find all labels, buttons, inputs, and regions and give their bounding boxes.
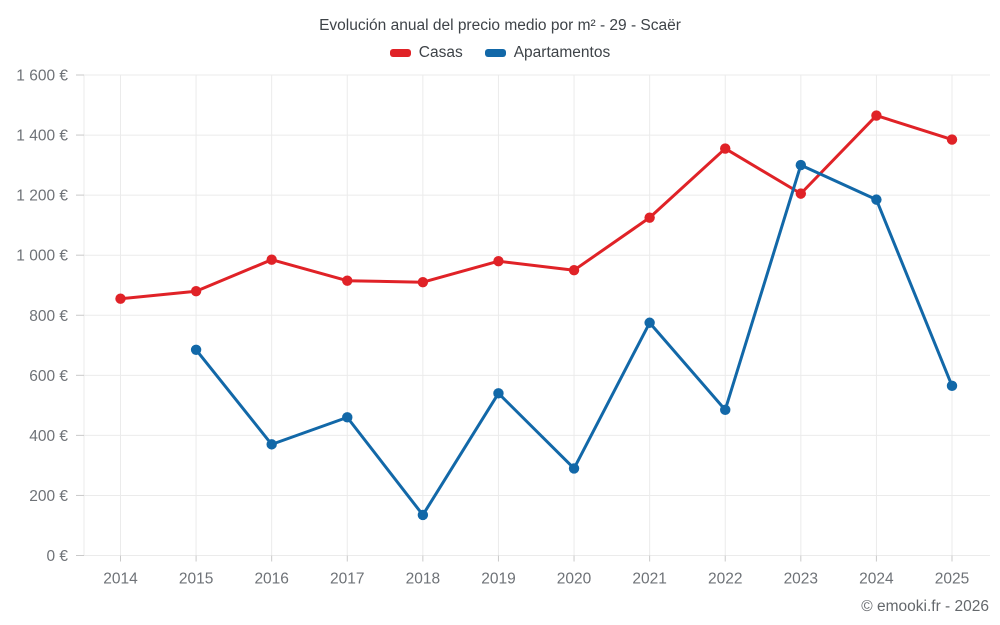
data-point-casas-2014[interactable] [115, 293, 126, 304]
x-tick-label: 2020 [557, 571, 592, 588]
x-tick-label: 2016 [254, 571, 288, 588]
y-tick-label: 200 € [29, 488, 68, 505]
y-tick-label: 400 € [29, 428, 68, 445]
x-tick-label: 2023 [784, 571, 818, 588]
data-point-casas-2018[interactable] [417, 277, 429, 288]
data-point-casas-2021[interactable] [644, 212, 655, 223]
data-point-apartamentos-2020[interactable] [568, 463, 580, 474]
data-point-casas-2017[interactable] [342, 275, 353, 286]
data-point-apartamentos-2018[interactable] [417, 509, 429, 521]
y-tick-label: 1 200 € [16, 188, 68, 205]
data-point-apartamentos-2017[interactable] [342, 412, 353, 423]
x-tick-label: 2017 [330, 571, 364, 588]
y-tick-label: 800 € [29, 308, 68, 325]
data-point-casas-2015[interactable] [190, 286, 202, 297]
data-point-apartamentos-2019[interactable] [493, 388, 504, 399]
chart-title: Evolución anual del precio medio por m² … [319, 17, 681, 34]
x-tick-label: 2018 [406, 571, 440, 588]
data-point-apartamentos-2025[interactable] [946, 380, 958, 392]
data-point-casas-2022[interactable] [720, 143, 731, 154]
data-point-casas-2024[interactable] [871, 110, 882, 121]
y-tick-label: 0 € [46, 548, 68, 565]
data-point-apartamentos-2024[interactable] [871, 194, 882, 205]
chart-legend: Casas Apartamentos [0, 44, 1000, 62]
data-point-apartamentos-2023[interactable] [795, 159, 807, 171]
data-point-casas-2025[interactable] [946, 134, 958, 145]
y-tick-label: 1 000 € [16, 248, 68, 265]
x-tick-label: 2019 [481, 571, 515, 588]
x-tick-label: 2014 [103, 571, 138, 588]
data-point-casas-2019[interactable] [493, 255, 504, 267]
copyright-text: © emooki.fr - 2026 [861, 598, 989, 615]
y-tick-label: 1 600 € [16, 68, 68, 85]
x-tick-label: 2025 [935, 571, 969, 588]
x-tick-label: 2015 [179, 571, 213, 588]
x-tick-label: 2021 [632, 571, 666, 588]
legend-label-apartamentos: Apartamentos [513, 44, 611, 61]
x-tick-label: 2022 [708, 571, 742, 588]
x-tick-label: 2024 [859, 571, 894, 588]
series-line-casas [119, 114, 954, 301]
legend-label-casas: Casas [418, 44, 463, 61]
y-tick-label: 1 400 € [16, 128, 68, 145]
legend-swatch-casas-icon [389, 49, 411, 57]
legend-item-apartamentos[interactable]: Apartamentos [484, 44, 611, 62]
y-tick-label: 600 € [29, 368, 68, 385]
data-point-apartamentos-2021[interactable] [644, 317, 655, 328]
data-point-casas-2016[interactable] [266, 254, 277, 265]
legend-swatch-apartamentos-icon [484, 49, 506, 57]
data-point-casas-2023[interactable] [795, 188, 807, 199]
data-point-apartamentos-2022[interactable] [720, 404, 731, 416]
data-point-casas-2020[interactable] [568, 265, 580, 276]
data-point-apartamentos-2015[interactable] [190, 344, 202, 355]
data-point-apartamentos-2016[interactable] [266, 439, 277, 450]
legend-item-casas[interactable]: Casas [389, 44, 463, 62]
